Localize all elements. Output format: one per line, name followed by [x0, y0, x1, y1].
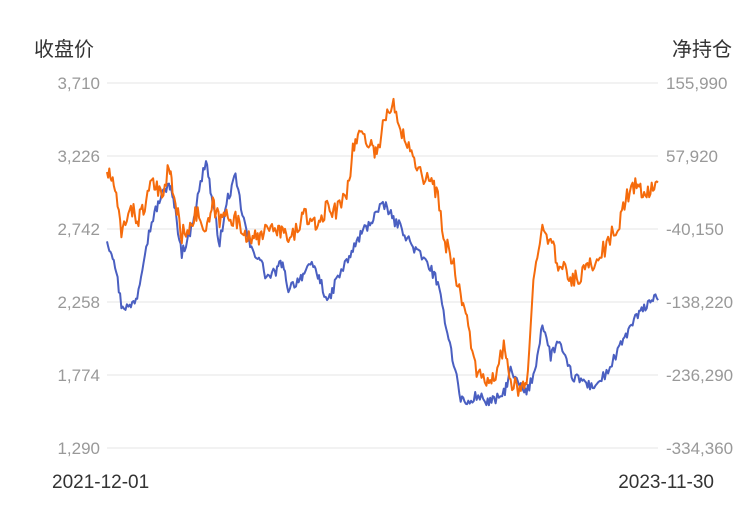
close-price-line	[106, 160, 659, 407]
grid-lines	[107, 82, 658, 449]
right-axis-title: 净持仓	[672, 38, 732, 61]
left-tick-label: 1,774	[57, 366, 100, 385]
series-lines	[106, 97, 659, 407]
left-axis-ticks: 3,710 3,226 2,742 2,258 1,774 1,290	[57, 74, 100, 458]
right-tick-label: 155,990	[666, 74, 727, 93]
right-tick-label: -138,220	[666, 293, 733, 312]
right-tick-label: -236,290	[666, 366, 733, 385]
right-tick-label: -334,360	[666, 439, 733, 458]
left-tick-label: 1,290	[57, 439, 100, 458]
right-tick-label: -40,150	[666, 220, 724, 239]
left-axis-title: 收盘价	[34, 38, 94, 61]
net-position-line	[106, 97, 659, 397]
right-axis-ticks: 155,990 57,920 -40,150 -138,220 -236,290 -334…	[666, 74, 733, 458]
left-tick-label: 3,710	[57, 74, 100, 93]
x-axis-end-label: 2023-11-30	[618, 472, 714, 493]
x-axis-start-label: 2021-12-01	[52, 472, 149, 493]
left-tick-label: 2,742	[57, 220, 100, 239]
right-tick-label: 57,920	[666, 147, 718, 166]
left-tick-label: 3,226	[57, 147, 100, 166]
left-tick-label: 2,258	[57, 293, 100, 312]
